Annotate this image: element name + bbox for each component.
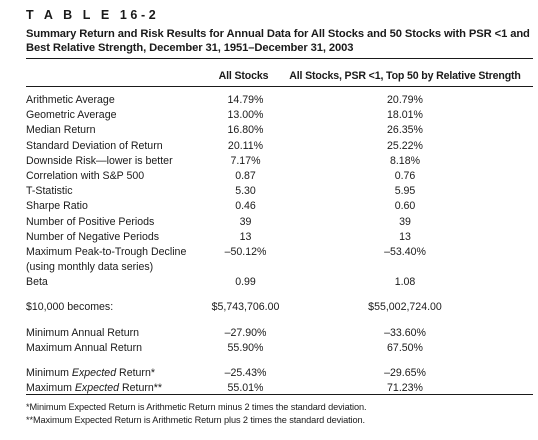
all-stocks-value: 55.01% bbox=[227, 382, 264, 395]
strategy-value: 0.60 bbox=[394, 200, 416, 213]
all-stocks-value: 0.46 bbox=[235, 200, 256, 213]
row-label: Maximum Peak-to-Trough Decline bbox=[26, 245, 187, 258]
all-stocks-value: 5.30 bbox=[235, 185, 256, 198]
strategy-value: –33.60% bbox=[384, 326, 426, 339]
footnote-minimum: *Minimum Expected Return is Arithmetic R… bbox=[26, 402, 367, 412]
table-row: Minimum Expected Return* –25.43% –29.65% bbox=[26, 366, 533, 381]
table-row: Maximum Annual Return 55.90% 67.50% bbox=[26, 341, 533, 356]
row-label: Arithmetic Average bbox=[26, 94, 115, 106]
row-label: Minimum Expected Return* bbox=[26, 367, 155, 379]
strategy-value: 20.79% bbox=[387, 94, 423, 106]
table-row: Downside Risk—lower is better 7.17% 8.18… bbox=[26, 154, 533, 169]
table-row: Minimum Annual Return –27.90% –33.60% bbox=[26, 326, 533, 341]
strategy-value: 1.08 bbox=[394, 276, 416, 289]
strategy-value: 71.23% bbox=[387, 382, 423, 395]
column-header-psr-strategy: All Stocks, PSR <1, Top 50 by Relative S… bbox=[289, 70, 521, 82]
row-label: Beta bbox=[26, 276, 48, 289]
all-stocks-value: $5,743,706.00 bbox=[211, 301, 280, 314]
all-stocks-value: 55.90% bbox=[227, 341, 264, 354]
table-body: Arithmetic Average 14.79% 20.79% Geometr… bbox=[26, 93, 533, 396]
all-stocks-value: –50.12% bbox=[224, 245, 267, 258]
strategy-value: 25.22% bbox=[387, 139, 423, 152]
table-row: Maximum Expected Return** 55.01% 71.23% bbox=[26, 381, 533, 396]
table-row: Number of Positive Periods 39 39 bbox=[26, 215, 533, 230]
row-label: Minimum Annual Return bbox=[26, 326, 140, 339]
strategy-value: 67.50% bbox=[387, 341, 423, 354]
all-stocks-value: 13 bbox=[239, 230, 252, 243]
row-label: (using monthly data series) bbox=[26, 261, 154, 274]
all-stocks-value: 13.00% bbox=[227, 109, 264, 122]
row-label: $10,000 becomes: bbox=[26, 301, 114, 314]
bottom-rule bbox=[26, 394, 533, 395]
table-row: Maximum Peak-to-Trough Decline –50.12% –… bbox=[26, 245, 533, 260]
strategy-value: 0.76 bbox=[394, 169, 416, 182]
row-label: Standard Deviation of Return bbox=[26, 139, 163, 152]
strategy-value: 13 bbox=[399, 230, 411, 243]
all-stocks-value: 39 bbox=[239, 215, 252, 228]
header-rule bbox=[26, 86, 533, 87]
all-stocks-value: 16.80% bbox=[227, 124, 264, 137]
table-row: Geometric Average 13.00% 18.01% bbox=[26, 108, 533, 123]
table-row: Beta 0.99 1.08 bbox=[26, 275, 533, 290]
row-label: Geometric Average bbox=[26, 109, 117, 122]
strategy-value: $55,002,724.00 bbox=[368, 301, 442, 314]
row-label: Maximum Expected Return** bbox=[26, 382, 163, 395]
table-row: Number of Negative Periods 13 13 bbox=[26, 230, 533, 245]
table-label: T A B L E 16-2 bbox=[26, 8, 160, 22]
strategy-value: 26.35% bbox=[387, 124, 423, 137]
table-row-note: (using monthly data series) bbox=[26, 260, 533, 275]
table-row: Median Return 16.80% 26.35% bbox=[26, 123, 533, 138]
strategy-value: 39 bbox=[399, 215, 411, 228]
row-label: Downside Risk—lower is better bbox=[26, 154, 173, 167]
strategy-value: –29.65% bbox=[384, 367, 426, 379]
row-label: Correlation with S&P 500 bbox=[26, 169, 145, 182]
top-rule bbox=[26, 58, 533, 59]
table-title: Summary Return and Risk Results for Annu… bbox=[26, 28, 530, 54]
strategy-value: –53.40% bbox=[384, 245, 426, 258]
all-stocks-value: 20.11% bbox=[227, 139, 264, 152]
row-label: Maximum Annual Return bbox=[26, 341, 142, 354]
row-label: Median Return bbox=[26, 124, 96, 137]
table-row: T-Statistic 5.30 5.95 bbox=[26, 184, 533, 199]
all-stocks-value: 0.99 bbox=[235, 276, 256, 289]
strategy-value: 18.01% bbox=[387, 109, 423, 122]
strategy-value: 5.95 bbox=[394, 185, 416, 198]
all-stocks-value: –27.90% bbox=[224, 326, 267, 339]
table-row: Standard Deviation of Return 20.11% 25.2… bbox=[26, 139, 533, 154]
strategy-value: 8.18% bbox=[389, 154, 421, 167]
table-row: Arithmetic Average 14.79% 20.79% bbox=[26, 93, 533, 108]
table-row: Sharpe Ratio 0.46 0.60 bbox=[26, 199, 533, 214]
table-row: Correlation with S&P 500 0.87 0.76 bbox=[26, 169, 533, 184]
all-stocks-value: 7.17% bbox=[230, 154, 261, 167]
all-stocks-value: 14.79% bbox=[227, 94, 264, 106]
row-label: T-Statistic bbox=[26, 185, 73, 198]
footnotes: *Minimum Expected Return is Arithmetic R… bbox=[26, 401, 536, 426]
column-header-all-stocks: All Stocks bbox=[218, 70, 269, 82]
all-stocks-value: –25.43% bbox=[224, 367, 267, 379]
row-label: Sharpe Ratio bbox=[26, 200, 88, 213]
footnote-maximum: **Maximum Expected Return is Arithmetic … bbox=[26, 414, 365, 425]
row-label: Number of Negative Periods bbox=[26, 230, 160, 243]
all-stocks-value: 0.87 bbox=[235, 169, 256, 182]
row-label: Number of Positive Periods bbox=[26, 215, 155, 228]
ending-value-row: $10,000 becomes: $5,743,706.00 $55,002,7… bbox=[26, 300, 533, 315]
